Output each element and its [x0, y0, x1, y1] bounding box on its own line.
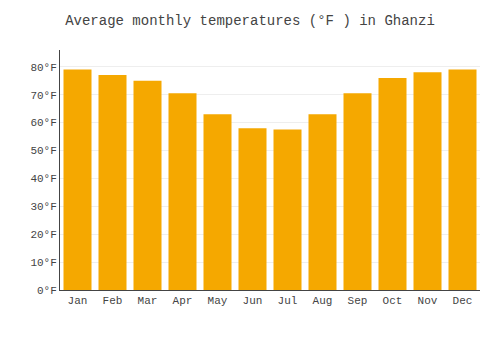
svg-text:30°F: 30°F [30, 201, 56, 213]
svg-text:40°F: 40°F [30, 173, 56, 185]
svg-text:20°F: 20°F [30, 229, 56, 241]
svg-text:0°F: 0°F [37, 285, 57, 297]
svg-text:Oct: Oct [383, 295, 403, 307]
svg-text:Jul: Jul [278, 295, 298, 307]
svg-text:Dec: Dec [453, 295, 473, 307]
svg-text:Apr: Apr [173, 295, 193, 307]
svg-text:Sep: Sep [348, 295, 368, 307]
svg-text:80°F: 80°F [30, 62, 56, 74]
svg-text:50°F: 50°F [30, 145, 56, 157]
svg-text:Feb: Feb [103, 295, 123, 307]
svg-text:Nov: Nov [418, 295, 438, 307]
svg-text:Mar: Mar [138, 295, 158, 307]
svg-text:May: May [208, 295, 228, 307]
svg-text:Average monthly temperatures (: Average monthly temperatures (°F ) in Gh… [65, 13, 435, 29]
svg-text:10°F: 10°F [30, 257, 56, 269]
svg-text:Jan: Jan [68, 295, 88, 307]
svg-text:Jun: Jun [243, 295, 263, 307]
svg-text:60°F: 60°F [30, 117, 56, 129]
svg-text:Aug: Aug [313, 295, 333, 307]
svg-text:70°F: 70°F [30, 90, 56, 102]
